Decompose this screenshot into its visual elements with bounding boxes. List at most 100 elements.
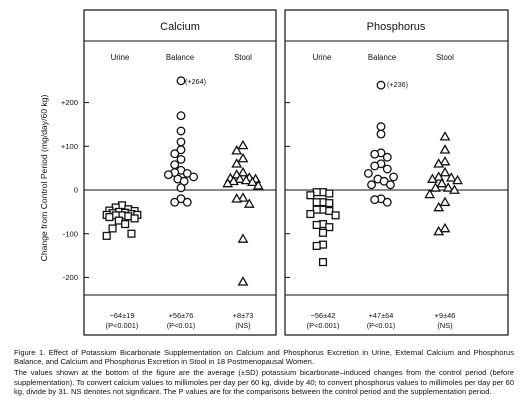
p-value-stool: (NS) bbox=[235, 321, 250, 330]
data-point-layer bbox=[102, 76, 264, 286]
data-point-triangle bbox=[442, 182, 454, 192]
data-point-circle bbox=[176, 145, 186, 155]
data-point-triangle bbox=[237, 152, 249, 163]
data-point-circle bbox=[176, 183, 186, 193]
data-point-triangle bbox=[237, 166, 249, 177]
data-point-square bbox=[130, 214, 139, 223]
summary-balance: +56±76 bbox=[169, 311, 194, 320]
data-point-triangle bbox=[237, 233, 249, 243]
data-point-circle bbox=[176, 137, 186, 147]
data-point-circle bbox=[189, 172, 199, 182]
data-point-circle bbox=[370, 149, 380, 159]
p-value-balance: (P<0.01) bbox=[167, 321, 196, 330]
data-point-square bbox=[325, 189, 334, 198]
data-point-square bbox=[312, 220, 321, 230]
data-point-triangle bbox=[439, 155, 451, 166]
offscale-note: (+236) bbox=[387, 80, 408, 89]
data-point-triangle bbox=[231, 145, 243, 155]
data-point-circle bbox=[170, 160, 180, 170]
y-tick-label: -100 bbox=[63, 229, 78, 238]
data-point-triangle bbox=[433, 158, 445, 168]
summary-stool: +8±73 bbox=[233, 311, 254, 320]
data-point-circle bbox=[376, 80, 386, 90]
data-point-circle bbox=[376, 129, 386, 139]
data-point-circle bbox=[370, 161, 380, 171]
column-label-stool: Stool bbox=[234, 53, 252, 62]
data-point-triangle bbox=[436, 177, 448, 188]
column-label-balance: Balance bbox=[368, 53, 396, 62]
y-tick-label: -200 bbox=[63, 273, 78, 282]
data-point-square bbox=[312, 205, 321, 214]
data-point-triangle bbox=[433, 225, 445, 236]
panel-title: Calcium bbox=[160, 21, 200, 33]
data-point-triangle bbox=[234, 173, 246, 183]
y-axis-label: Change from Control Period (mg/day/60 kg… bbox=[39, 95, 49, 262]
p-value-urine: (P<0.001) bbox=[307, 321, 340, 330]
column-label-urine: Urine bbox=[313, 53, 332, 62]
data-point-triangle bbox=[237, 276, 249, 286]
data-point-triangle bbox=[445, 172, 457, 182]
data-point-layer bbox=[306, 80, 464, 267]
summary-balance: +47±64 bbox=[369, 311, 394, 320]
data-point-square bbox=[127, 229, 136, 238]
data-point-square bbox=[318, 228, 328, 237]
data-point-circle bbox=[176, 126, 186, 136]
data-point-circle bbox=[367, 180, 376, 190]
y-tick-label: +200 bbox=[61, 98, 78, 107]
data-point-square bbox=[325, 223, 334, 232]
data-point-circle bbox=[382, 197, 392, 207]
data-point-triangle bbox=[247, 176, 258, 187]
data-point-square bbox=[325, 199, 334, 208]
data-point-triangle bbox=[231, 193, 243, 203]
y-tick-label: 0 bbox=[74, 186, 78, 195]
summary-stool: +9±46 bbox=[435, 311, 456, 320]
data-point-triangle bbox=[452, 174, 464, 185]
panel-frame bbox=[284, 9, 509, 336]
data-point-square bbox=[331, 211, 340, 220]
figure-caption: Figure 1. Effect of Potassium Bicarbonat… bbox=[10, 348, 514, 398]
data-point-triangle bbox=[237, 192, 249, 202]
data-point-square bbox=[318, 258, 328, 267]
panel-frame bbox=[83, 9, 277, 336]
summary-urine: −56±42 bbox=[311, 311, 336, 320]
data-point-triangle bbox=[228, 175, 239, 186]
summary-urine: −64±19 bbox=[110, 311, 135, 320]
data-point-triangle bbox=[439, 166, 451, 177]
column-label-balance: Balance bbox=[166, 53, 194, 62]
data-point-circle bbox=[386, 180, 395, 190]
data-point-circle bbox=[176, 76, 186, 86]
caption-title: Figure 1. Effect of Potassium Bicarbonat… bbox=[14, 348, 514, 367]
data-point-circle bbox=[170, 149, 180, 159]
data-point-circle bbox=[176, 154, 186, 164]
data-point-triangle bbox=[426, 173, 438, 183]
data-point-triangle bbox=[243, 198, 255, 208]
data-point-triangle bbox=[439, 144, 451, 154]
panel-tick-layer bbox=[84, 102, 89, 278]
data-point-circle bbox=[376, 122, 386, 132]
data-point-circle bbox=[163, 170, 173, 180]
panel-calcium: Calcium Urine Balance Stool (+264) −64±1… bbox=[83, 9, 277, 336]
offscale-note: (+264) bbox=[185, 77, 206, 86]
data-point-triangle bbox=[430, 182, 441, 192]
data-point-circle bbox=[382, 152, 392, 162]
data-point-square bbox=[312, 241, 321, 250]
data-point-square bbox=[105, 213, 114, 222]
data-point-square bbox=[312, 198, 321, 207]
data-point-square bbox=[306, 209, 315, 219]
data-point-circle bbox=[176, 111, 186, 121]
data-point-square bbox=[306, 191, 315, 200]
data-point-triangle bbox=[433, 171, 445, 181]
data-point-triangle bbox=[439, 222, 451, 233]
data-point-circle bbox=[363, 168, 373, 178]
data-point-triangle bbox=[424, 188, 436, 199]
data-point-triangle bbox=[222, 177, 234, 188]
p-value-urine: (P<0.001) bbox=[106, 321, 139, 330]
data-point-circle bbox=[389, 172, 399, 182]
data-point-triangle bbox=[439, 196, 451, 207]
y-tick-label: +100 bbox=[61, 142, 78, 151]
y-axis: Change from Control Period (mg/day/60 kg… bbox=[39, 95, 78, 282]
panel-phosphorus: Phosphorus Urine Balance Stool (+236) −5… bbox=[284, 9, 509, 336]
column-label-stool: Stool bbox=[436, 53, 454, 62]
data-point-triangle bbox=[449, 184, 460, 194]
column-label-urine: Urine bbox=[111, 53, 130, 62]
